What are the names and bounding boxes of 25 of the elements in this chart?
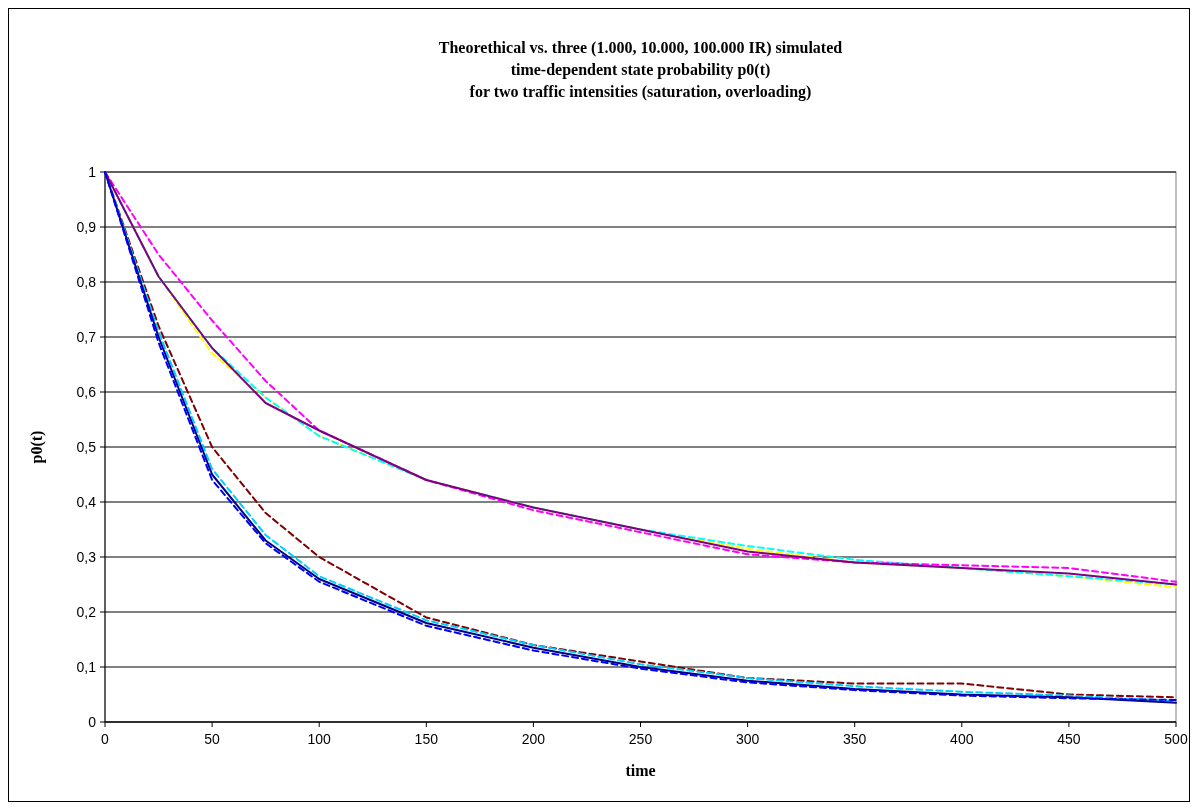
y-tick-label: 0,3: [76, 549, 97, 565]
x-tick-label: 350: [843, 731, 867, 747]
x-tick-label: 500: [1164, 731, 1188, 747]
x-tick-label: 150: [414, 731, 439, 747]
x-tick-label: 200: [521, 731, 546, 747]
y-tick-label: 0,7: [76, 329, 97, 345]
x-tick-label: 400: [950, 731, 974, 747]
y-tick-label: 0,1: [76, 659, 97, 675]
x-tick-label: 100: [307, 731, 332, 747]
y-tick-label: 1: [88, 164, 97, 180]
y-tick-label: 0: [88, 714, 97, 730]
y-tick-label: 0,5: [76, 439, 97, 455]
x-tick-label: 250: [628, 731, 653, 747]
y-tick-label: 0,4: [76, 494, 97, 510]
x-axis-title: time: [625, 762, 656, 779]
y-tick-label: 0,8: [76, 274, 97, 290]
x-tick-label: 50: [204, 731, 221, 747]
x-tick-label: 300: [735, 731, 760, 747]
y-tick-label: 0,9: [76, 219, 97, 235]
x-tick-label: 0: [101, 731, 110, 747]
x-tick-label: 450: [1057, 731, 1081, 747]
y-tick-label: 0,6: [76, 384, 97, 400]
y-tick-label: 0,2: [76, 604, 97, 620]
y-axis-title: p0(t): [28, 430, 46, 464]
chart-title: Theorethical vs. three (1.000, 10.000, 100.000 IR) simulated time-dependent state probability p0(t) for two traffic intensities (saturation, overloading): [438, 39, 843, 101]
